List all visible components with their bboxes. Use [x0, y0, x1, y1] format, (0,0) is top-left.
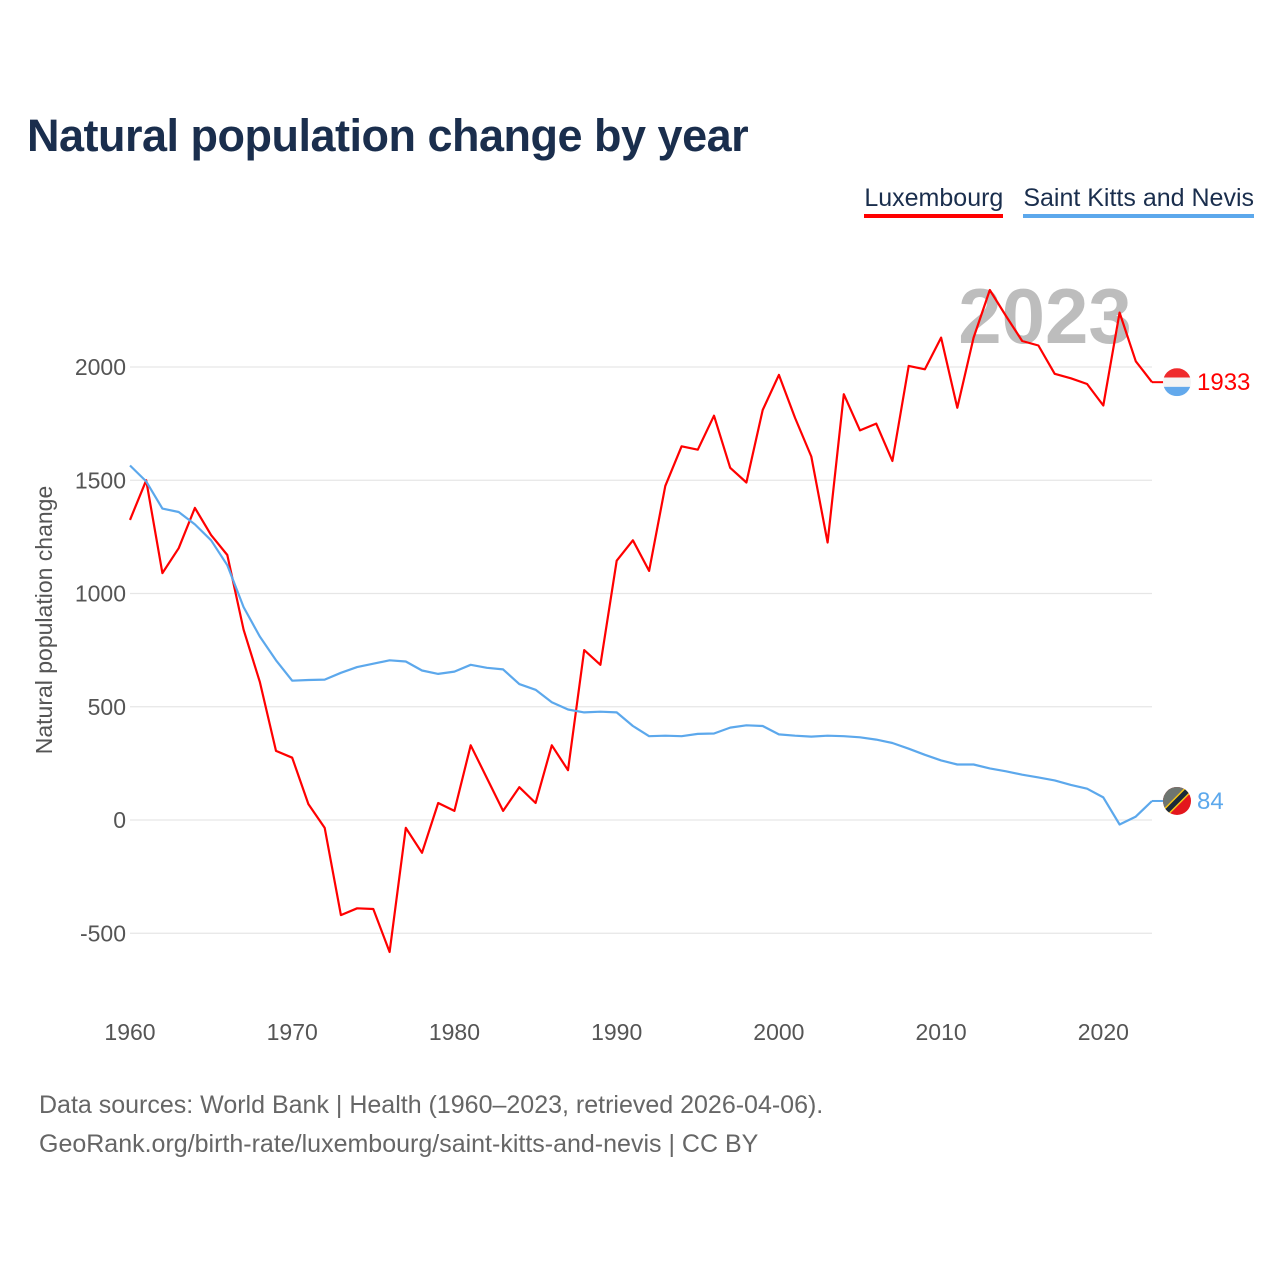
x-tick-label: 2000 — [753, 1019, 804, 1045]
end-value-label: 84 — [1197, 788, 1224, 815]
x-tick-label: 2010 — [916, 1019, 967, 1045]
x-tick-label: 1960 — [104, 1019, 155, 1045]
luxembourg-flag-icon — [1163, 368, 1191, 397]
x-tick-label: 1990 — [591, 1019, 642, 1045]
chart-title: Natural population change by year — [27, 110, 749, 161]
y-tick-label: 0 — [113, 807, 126, 833]
y-tick-label: -500 — [80, 920, 126, 946]
series-line-saint-kitts-and-nevis — [129, 464, 1153, 826]
series-line-luxembourg — [128, 288, 1153, 954]
legend-luxembourg[interactable]: Luxembourg — [864, 184, 1004, 218]
end-value-label: 1933 — [1197, 369, 1250, 396]
saint-kitts-flag-icon — [1163, 786, 1191, 815]
legend-saint-kitts-and-nevis[interactable]: Saint Kitts and Nevis — [1023, 184, 1254, 218]
x-tick-label: 1980 — [429, 1019, 480, 1045]
year-watermark: 2023 — [958, 272, 1132, 360]
source-text: Data sources: World Bank | Health (1960–… — [39, 1091, 824, 1119]
source-link[interactable]: GeoRank.org/birth-rate/luxembourg/saint-… — [39, 1130, 759, 1158]
y-tick-label: 2000 — [75, 354, 126, 380]
y-axis-label: Natural population change — [31, 486, 57, 755]
footer: Data sources: World Bank | Health (1960–… — [39, 1086, 823, 1164]
y-tick-label: 1000 — [75, 581, 126, 607]
x-tick-label: 1970 — [267, 1019, 318, 1045]
x-tick-label: 2020 — [1078, 1019, 1129, 1045]
legend: Luxembourg Saint Kitts and Nevis — [864, 184, 1254, 218]
y-tick-label: 1500 — [75, 467, 126, 493]
y-tick-label: 500 — [88, 694, 126, 720]
